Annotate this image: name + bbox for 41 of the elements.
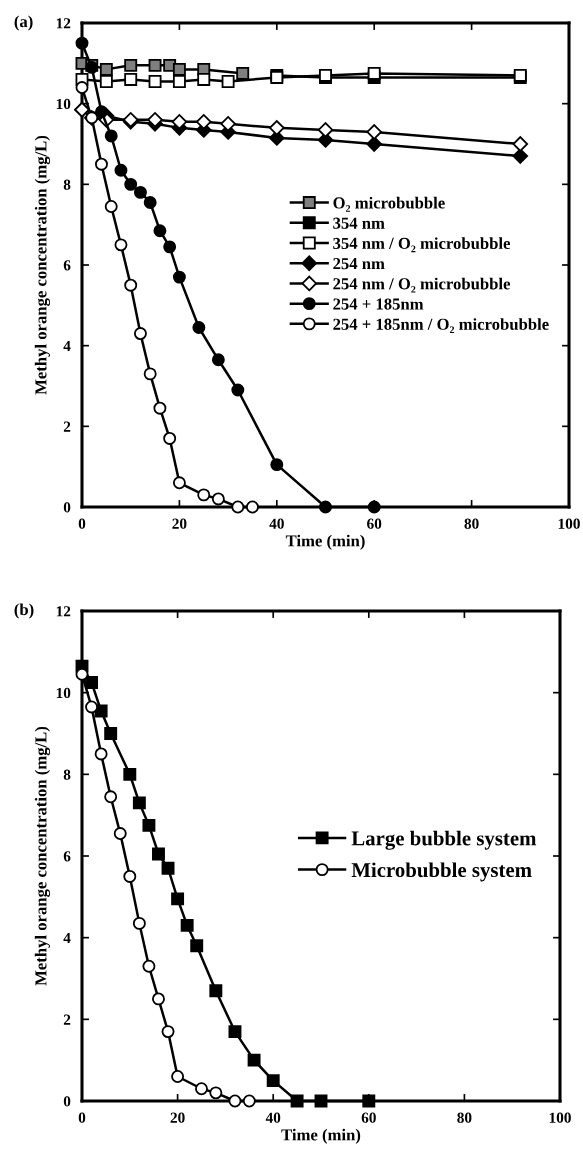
legend-label: O₂ microbubble <box>333 196 445 212</box>
x-tick-label: 80 <box>457 1112 472 1123</box>
y-tick-label: 12 <box>56 606 71 617</box>
x-tick-label: 100 <box>558 518 580 529</box>
y-tick-label: 6 <box>63 851 71 862</box>
y-tick-label: 4 <box>63 932 71 943</box>
y-tick-label: 6 <box>63 260 71 271</box>
y-tick-label: 8 <box>63 179 71 190</box>
legend-label: Microbubble system <box>351 862 532 882</box>
legend-label: 254 nm / O₂ microbubble <box>333 277 511 293</box>
y-axis-title: Methyl orange concentration (mg/L) <box>34 726 51 986</box>
y-tick-label: 4 <box>63 340 71 351</box>
x-tick-label: 100 <box>549 1112 571 1123</box>
x-tick-label: 40 <box>269 518 284 529</box>
x-axis-title: Time (min) <box>281 1128 361 1144</box>
legend-label: 254 nm <box>333 258 385 270</box>
chart-title: (a) <box>14 15 33 31</box>
x-tick-label: 80 <box>464 518 479 529</box>
x-tick-label: 20 <box>172 518 187 529</box>
y-tick-label: 10 <box>56 98 71 110</box>
x-tick-label: 40 <box>265 1112 281 1123</box>
x-tick-label: 60 <box>367 518 382 529</box>
y-tick-label: 10 <box>56 687 71 699</box>
y-tick-label: 12 <box>56 18 71 29</box>
y-tick-label: 0 <box>63 1096 71 1107</box>
legend-label: 254 + 185nm / O₂ microbubble <box>333 318 549 334</box>
legend-label: Large bubble system <box>351 830 537 850</box>
x-tick-label: 60 <box>361 1112 376 1123</box>
x-tick-label: 20 <box>170 1112 185 1123</box>
chart-title: (b) <box>14 603 34 619</box>
legend-label: 354 nm / O₂ microbubble <box>333 237 511 253</box>
y-tick-label: 0 <box>63 502 71 513</box>
x-tick-label: 0 <box>78 518 86 529</box>
y-tick-label: 2 <box>63 1014 71 1025</box>
legend-label: 354 nm <box>333 217 385 229</box>
x-axis-title: Time (min) <box>285 534 365 550</box>
y-tick-label: 2 <box>63 421 71 432</box>
legend-label: 254 + 185nm <box>333 298 424 310</box>
y-axis-title: Methyl orange concentration (mg/L) <box>34 135 51 395</box>
y-tick-label: 8 <box>63 769 71 780</box>
x-tick-label: 0 <box>78 1112 86 1123</box>
